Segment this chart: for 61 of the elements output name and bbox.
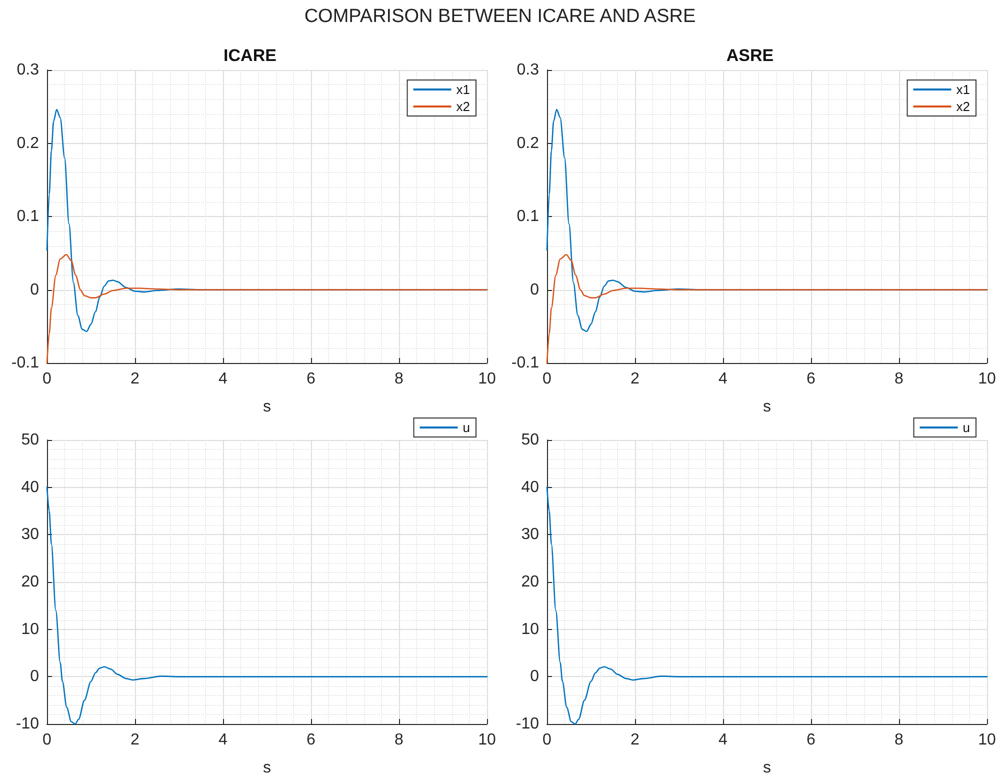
x-axis-title: s xyxy=(763,398,771,416)
y-tick-label: 50 xyxy=(521,432,540,448)
y-tick-label: 30 xyxy=(21,526,40,544)
x-tick-label: 8 xyxy=(894,732,904,748)
text: COMPARISON BETWEEN ICARE AND ASRE xyxy=(303,6,697,28)
y-tick-label: 40 xyxy=(21,478,40,496)
x-tick-label: 0 xyxy=(42,370,52,388)
y-tick-label: 0 xyxy=(30,668,40,686)
x-tick-label: 4 xyxy=(218,370,228,388)
x-tick-label: 0 xyxy=(542,732,552,748)
y-tick-label: -10 xyxy=(16,716,40,732)
y-tick-label: -0.1 xyxy=(11,354,40,372)
y-tick-label: 0.2 xyxy=(16,134,40,152)
legend-label: x1 xyxy=(456,82,470,97)
x-tick-label: 2 xyxy=(630,732,640,748)
x-tick-label: 2 xyxy=(630,370,640,388)
x-tick-label: 8 xyxy=(394,370,404,388)
legend-label: u xyxy=(962,420,970,435)
x-tick-label: 6 xyxy=(806,732,816,748)
y-tick-label: 0 xyxy=(30,281,40,298)
y-tick-label: 0.3 xyxy=(16,62,40,78)
x-tick-label: 10 xyxy=(978,732,996,748)
x-axis-title: s xyxy=(263,398,271,416)
x-tick-label: 8 xyxy=(394,732,404,748)
legend-label: x2 xyxy=(956,99,970,114)
y-tick-label: 0 xyxy=(530,668,540,686)
x-tick-label: 10 xyxy=(978,370,996,388)
x-tick-label: 6 xyxy=(306,732,316,748)
x-tick-label: 4 xyxy=(718,370,728,388)
y-tick-label: 10 xyxy=(521,620,540,638)
y-tick-label: -10 xyxy=(516,716,540,732)
y-tick-label: 30 xyxy=(521,526,540,544)
y-tick-label: 0.3 xyxy=(516,62,540,78)
legend-label: u xyxy=(462,420,470,435)
x-tick-label: 2 xyxy=(130,370,140,388)
y-tick-label: -0.1 xyxy=(511,354,540,372)
y-tick-label: 0.1 xyxy=(16,208,40,225)
y-tick-label: 0.1 xyxy=(516,208,540,225)
y-tick-label: 0 xyxy=(530,281,540,298)
y-tick-label: 50 xyxy=(21,432,40,448)
y-tick-label: 40 xyxy=(521,478,540,496)
x-tick-label: 10 xyxy=(478,370,496,388)
x-tick-label: 4 xyxy=(718,732,728,748)
x-tick-label: 6 xyxy=(306,370,316,388)
x-axis-title: s xyxy=(763,760,771,776)
y-tick-label: 20 xyxy=(521,574,540,590)
y-tick-label: 10 xyxy=(21,620,40,638)
legend-label: x2 xyxy=(456,99,470,114)
x-tick-label: 8 xyxy=(894,370,904,388)
x-tick-label: 0 xyxy=(42,732,52,748)
x-tick-label: 4 xyxy=(218,732,228,748)
chart-title: ASRE xyxy=(726,46,774,65)
x-tick-label: 10 xyxy=(478,732,496,748)
chart-title: ICARE xyxy=(224,46,276,65)
legend-label: x1 xyxy=(956,82,970,97)
x-tick-label: 0 xyxy=(542,370,552,388)
y-tick-label: 20 xyxy=(21,574,40,590)
y-tick-label: 0.2 xyxy=(516,134,540,152)
x-tick-label: 2 xyxy=(130,732,140,748)
x-tick-label: 6 xyxy=(806,370,816,388)
x-axis-title: s xyxy=(263,760,271,776)
